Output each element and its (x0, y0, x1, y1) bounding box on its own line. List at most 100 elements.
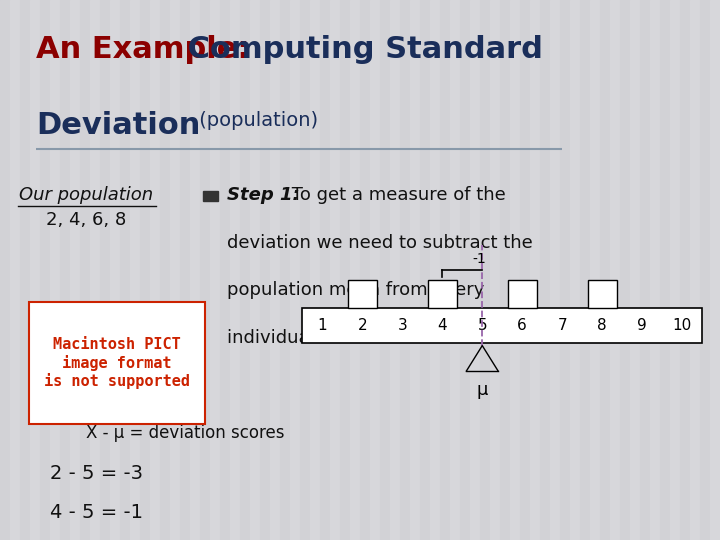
Text: 2 - 5 = -3: 2 - 5 = -3 (50, 464, 143, 483)
Bar (80, 0, 90, 540)
Bar (370, 0, 380, 540)
Bar (120, 0, 130, 540)
Bar (130, 0, 140, 540)
Bar (170, 0, 180, 540)
Bar (250, 0, 260, 540)
Bar (220, 0, 230, 540)
Bar (670, 0, 680, 540)
Bar (580, 0, 590, 540)
Text: individual in our distribution.: individual in our distribution. (227, 329, 487, 347)
Text: 2: 2 (358, 318, 367, 333)
Text: Our population: Our population (19, 186, 153, 204)
Bar (440, 0, 450, 540)
Bar (90, 0, 100, 540)
Bar (340, 0, 350, 540)
Bar (40, 0, 50, 540)
Bar (620, 0, 630, 540)
Bar (320, 0, 330, 540)
Bar (590, 0, 600, 540)
Text: An Example:: An Example: (36, 35, 250, 64)
Text: 4: 4 (438, 318, 447, 333)
Bar (530, 0, 540, 540)
Bar (420, 0, 430, 540)
Bar (210, 0, 220, 540)
Text: 4 - 5 = -1: 4 - 5 = -1 (50, 503, 143, 522)
Bar (500, 0, 510, 540)
Bar (700, 0, 710, 540)
Bar (70, 0, 80, 540)
Bar (203, 191, 217, 201)
Bar (450, 0, 460, 540)
Bar (588, 280, 616, 308)
Text: 2, 4, 6, 8: 2, 4, 6, 8 (46, 211, 127, 228)
Bar (200, 0, 210, 540)
Bar (428, 280, 456, 308)
Bar (600, 0, 610, 540)
Bar (302, 308, 702, 343)
Bar (630, 0, 640, 540)
Bar (430, 0, 440, 540)
Bar (140, 0, 150, 540)
Bar (510, 0, 520, 540)
Bar (560, 0, 570, 540)
Bar (460, 0, 470, 540)
Text: Deviation: Deviation (36, 111, 200, 140)
Text: 6: 6 (518, 318, 527, 333)
Bar (610, 0, 620, 540)
Bar (0, 0, 10, 540)
Bar (660, 0, 670, 540)
Bar (20, 0, 30, 540)
Bar (350, 0, 360, 540)
Text: deviation we need to subtract the: deviation we need to subtract the (227, 234, 533, 252)
Bar (180, 0, 190, 540)
Text: 5: 5 (477, 318, 487, 333)
Bar (508, 280, 536, 308)
Text: To get a measure of the: To get a measure of the (286, 186, 505, 204)
Bar (290, 0, 300, 540)
Bar (29, 302, 205, 424)
Bar (570, 0, 580, 540)
Text: Macintosh PICT
image format
is not supported: Macintosh PICT image format is not suppo… (44, 337, 190, 389)
Text: Step 1:: Step 1: (227, 186, 300, 204)
Bar (110, 0, 120, 540)
Bar (400, 0, 410, 540)
Bar (360, 0, 370, 540)
Text: 10: 10 (672, 318, 692, 333)
Bar (330, 0, 340, 540)
Bar (380, 0, 390, 540)
Text: (population): (population) (193, 111, 318, 130)
Text: population mean from every: population mean from every (227, 281, 485, 299)
Bar (230, 0, 240, 540)
Text: -1: -1 (472, 252, 486, 266)
Text: 1: 1 (318, 318, 328, 333)
Text: Computing Standard: Computing Standard (177, 35, 543, 64)
Bar (680, 0, 690, 540)
Text: X - μ = deviation scores: X - μ = deviation scores (86, 424, 285, 442)
Bar (390, 0, 400, 540)
Bar (260, 0, 270, 540)
Bar (710, 0, 720, 540)
Bar (520, 0, 530, 540)
Bar (50, 0, 60, 540)
Bar (30, 0, 40, 540)
Bar (190, 0, 200, 540)
Bar (650, 0, 660, 540)
Bar (310, 0, 320, 540)
Text: 8: 8 (598, 318, 607, 333)
Bar (280, 0, 290, 540)
Text: μ: μ (477, 381, 488, 399)
Bar (10, 0, 20, 540)
Text: 9: 9 (637, 318, 647, 333)
Bar (348, 280, 377, 308)
Bar (470, 0, 480, 540)
Bar (100, 0, 110, 540)
Bar (640, 0, 650, 540)
Bar (550, 0, 560, 540)
Bar (150, 0, 160, 540)
Bar (480, 0, 490, 540)
Bar (690, 0, 700, 540)
Bar (490, 0, 500, 540)
Bar (540, 0, 550, 540)
Bar (270, 0, 280, 540)
Bar (240, 0, 250, 540)
